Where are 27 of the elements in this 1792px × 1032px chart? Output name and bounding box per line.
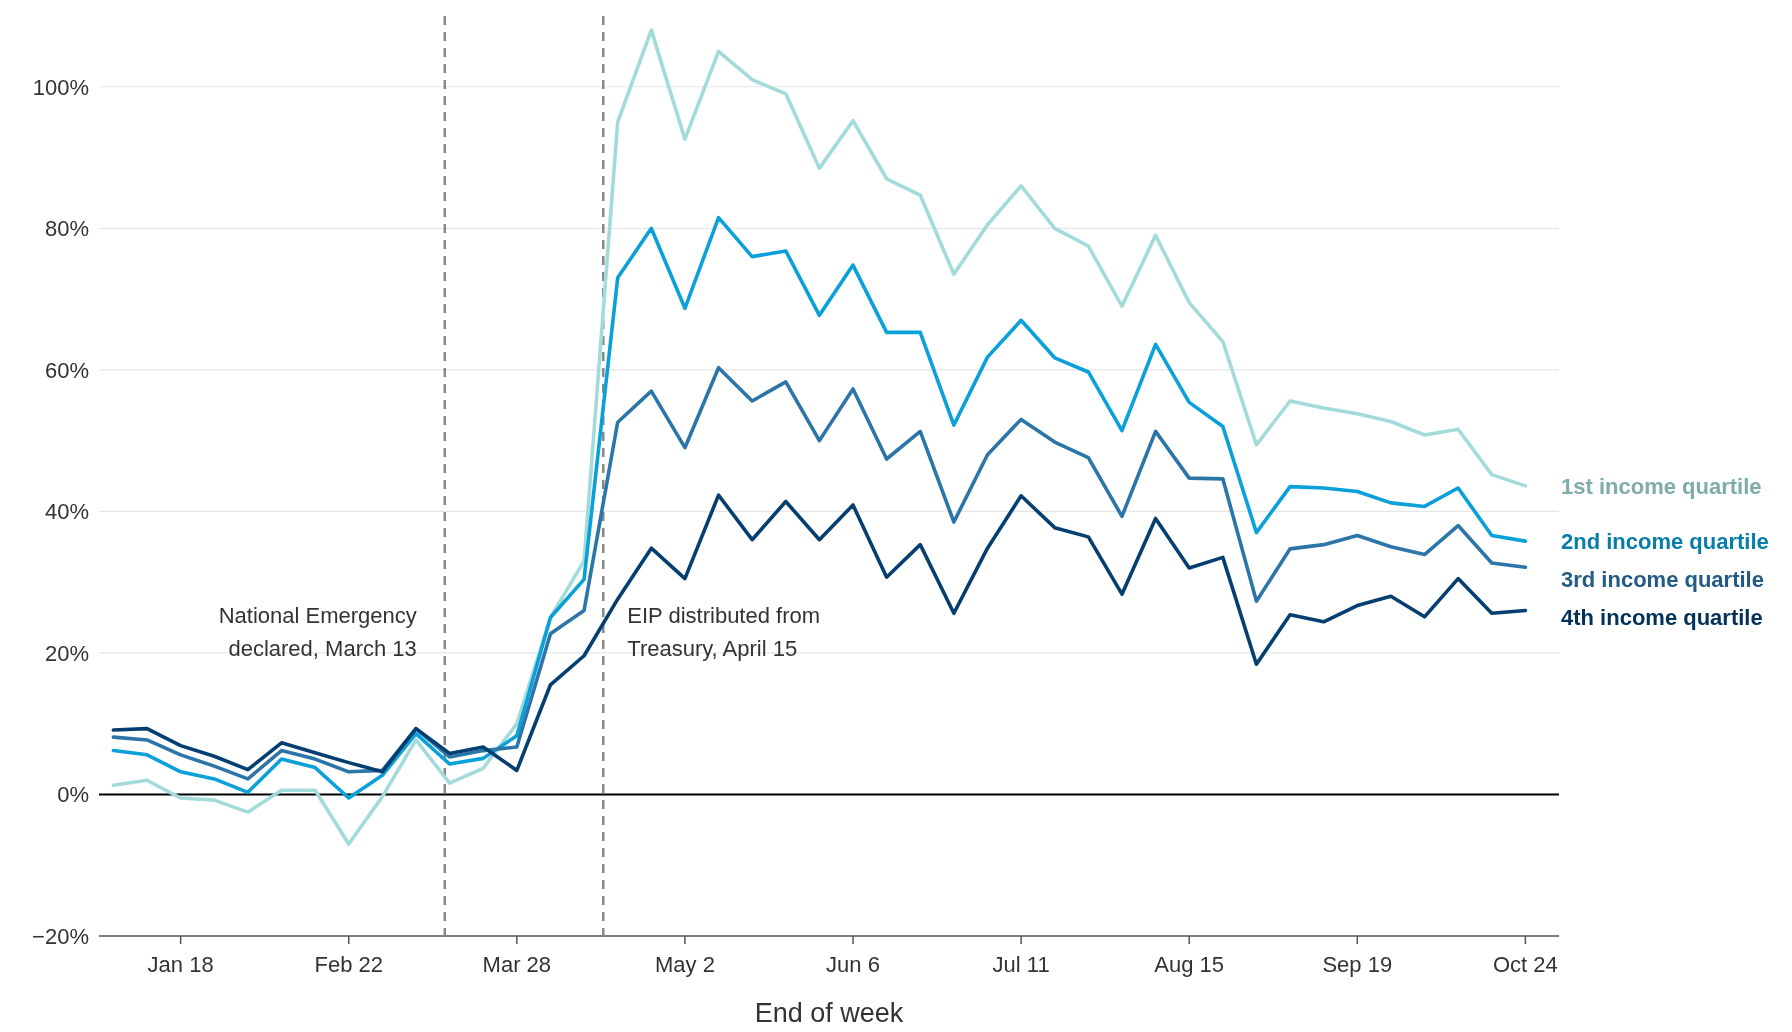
x-tick-label: Aug 15 xyxy=(1154,952,1225,977)
y-tick-label: 100% xyxy=(32,74,89,100)
x-axis-title: End of week xyxy=(754,998,904,1028)
series-label: 3rd income quartile xyxy=(1561,567,1764,593)
y-tick-label: −20% xyxy=(32,924,89,949)
x-tick-label: Oct 24 xyxy=(1492,952,1558,977)
y-tick-label: 40% xyxy=(44,499,89,525)
line-series xyxy=(111,215,1528,800)
x-tick-label: Jan 18 xyxy=(147,952,214,977)
ref-line-label: National Emergency declared, March 13 xyxy=(218,603,417,662)
series-label: 4th income quartile xyxy=(1561,605,1763,631)
series-label: 2nd income quartile xyxy=(1561,529,1769,555)
line-series xyxy=(111,365,1528,781)
x-tick-label: Sep 19 xyxy=(1322,952,1393,977)
y-tick-label: 0% xyxy=(57,782,89,808)
y-tick-label: 80% xyxy=(44,216,89,242)
y-tick-label: 60% xyxy=(44,357,89,383)
y-tick-label: 20% xyxy=(44,640,89,666)
x-tick-label: Mar 28 xyxy=(482,952,552,977)
series-label: 1st income quartile xyxy=(1561,473,1762,499)
x-tick-label: May 2 xyxy=(654,952,715,977)
x-tick-label: Jul 11 xyxy=(992,952,1050,977)
x-tick-label: Jun 6 xyxy=(826,952,880,977)
x-tick-label: Feb 22 xyxy=(314,952,383,977)
line-series xyxy=(111,493,1528,774)
ref-line-label: EIP distributed from Treasury, April 15 xyxy=(627,603,821,662)
line-series xyxy=(111,28,1528,846)
